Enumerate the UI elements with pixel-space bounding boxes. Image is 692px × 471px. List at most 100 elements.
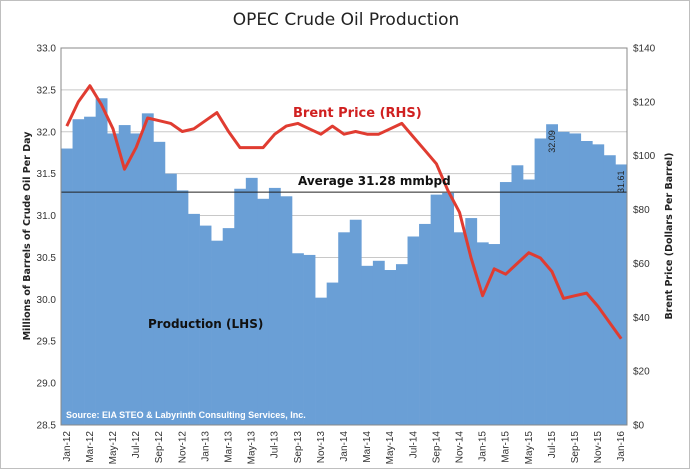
plot-border [60,47,628,426]
left-axis-title: Millions of Barrels of Crude Oil Per Day [22,131,33,341]
production-bar [315,297,327,425]
x-tick-label: Nov-15 [593,431,604,464]
x-tick-label: Jan-12 [62,431,73,462]
brent-annotation: Brent Price (RHS) [293,106,422,121]
left-tick-label: 29.0 [37,379,57,390]
production-bar [199,225,212,425]
x-tick-label: Sep-15 [570,431,581,464]
production-bar [603,155,616,426]
production-bar [580,140,593,425]
production-bar [465,218,478,425]
production-bar [118,125,131,425]
data-label-jan-16: 31.61 [616,171,626,194]
right-tick-label: $120 [633,97,656,108]
production-bar [268,187,281,425]
production-bar [292,253,304,425]
x-tick-label: Jul-12 [131,431,142,459]
x-tick-label: Jul-15 [547,431,558,459]
x-tick-label: May-13 [247,431,258,465]
x-tick-label: Sep-13 [293,431,304,464]
x-tick-label: Jan-13 [200,431,211,462]
production-bars [61,98,628,426]
left-tick-label: 28.5 [37,421,57,432]
production-bar [188,213,200,425]
x-tick-label: May-12 [108,431,119,465]
x-tick-label: Sep-14 [431,431,442,464]
x-tick-label: Jan-14 [339,431,350,462]
right-tick-label: $40 [633,313,650,324]
right-tick-label: $0 [633,421,645,432]
production-bar [61,148,73,426]
left-tick-label: 32.0 [37,127,57,138]
source-annotation: Source: EIA STEO & Labyrinth Consulting … [66,410,306,420]
production-bar [523,179,535,425]
x-tick-label: Mar-15 [501,431,512,463]
production-bar [499,182,512,425]
production-bar [453,232,466,425]
x-tick-label: Mar-13 [224,431,235,463]
right-axis-title: Brent Price (Dollars Per Barrel) [664,152,675,319]
production-bar [211,240,224,425]
x-tick-label: Jul-13 [270,431,281,459]
production-bar [141,113,154,425]
right-tick-label: $140 [633,44,656,55]
production-bar [84,116,96,425]
production-bar [349,219,362,425]
average-annotation: Average 31.28 mmbpd [298,174,451,188]
left-tick-label: 30.0 [37,295,57,306]
production-bar [407,236,420,425]
production-bar [234,188,247,425]
x-tick-label: Jul-14 [408,431,419,459]
production-bar [430,194,443,425]
production-bar [95,98,108,426]
x-tick-label: Jan-16 [616,431,627,462]
production-bar [488,244,501,425]
production-bar [534,138,547,426]
production-bar [72,119,85,425]
right-axis-ticks: $140 $120 $100 $80 $60 $40 $20 $0 [633,44,656,432]
production-bar [615,164,628,425]
production-bar [361,265,374,425]
x-tick-label: May-15 [524,431,535,465]
production-bar [511,165,524,426]
production-bar [592,144,605,425]
production-bar [372,260,385,425]
production-bar [419,223,431,425]
production-bar [280,196,293,425]
x-tick-label: Nov-13 [316,431,327,464]
chart-title: OPEC Crude Oil Production [232,10,460,30]
left-tick-label: 29.5 [37,337,57,348]
x-tick-label: May-14 [385,431,396,465]
x-tick-label: Nov-14 [455,431,466,464]
production-bar [107,133,120,425]
right-tick-label: $20 [633,367,650,378]
x-tick-label: Nov-12 [177,431,188,464]
right-tick-label: $100 [633,151,656,162]
left-tick-label: 32.5 [37,85,57,96]
production-bar [557,131,570,425]
brent-price-line [65,84,623,340]
left-tick-label: 31.0 [37,211,57,222]
production-bar [176,190,189,425]
production-bar [153,141,166,425]
data-label-jul-15: 32.09 [547,130,557,153]
production-bar [164,173,177,425]
left-tick-label: 30.5 [37,253,57,264]
right-tick-label: $60 [633,259,650,270]
left-tick-label: 33.0 [37,44,57,55]
production-bar [569,133,582,425]
x-axis-ticks: Jan-12 Mar-12 May-12 Jul-12 Sep-12 Nov-12 Jan-… [62,431,627,465]
production-bar [338,232,351,425]
production-bar [442,192,455,425]
right-tick-label: $80 [633,205,650,216]
production-bar [130,133,143,425]
production-bar [245,177,258,425]
x-tick-label: Mar-12 [85,431,96,463]
production-annotation: Production (LHS) [148,317,263,331]
x-tick-label: Sep-12 [154,431,165,464]
production-bar [384,270,397,425]
production-bar [222,228,235,425]
production-bar [326,282,339,425]
x-tick-label: Jan-15 [478,431,489,462]
